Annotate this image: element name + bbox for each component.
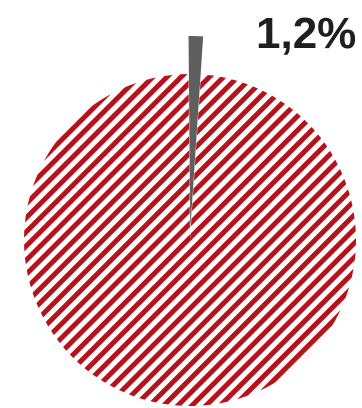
data-label-small-slice: 1,2% bbox=[256, 9, 356, 58]
pie-slice-small bbox=[188, 36, 204, 231]
pie-slice-large bbox=[24, 74, 357, 406]
pie-slices bbox=[24, 36, 357, 406]
